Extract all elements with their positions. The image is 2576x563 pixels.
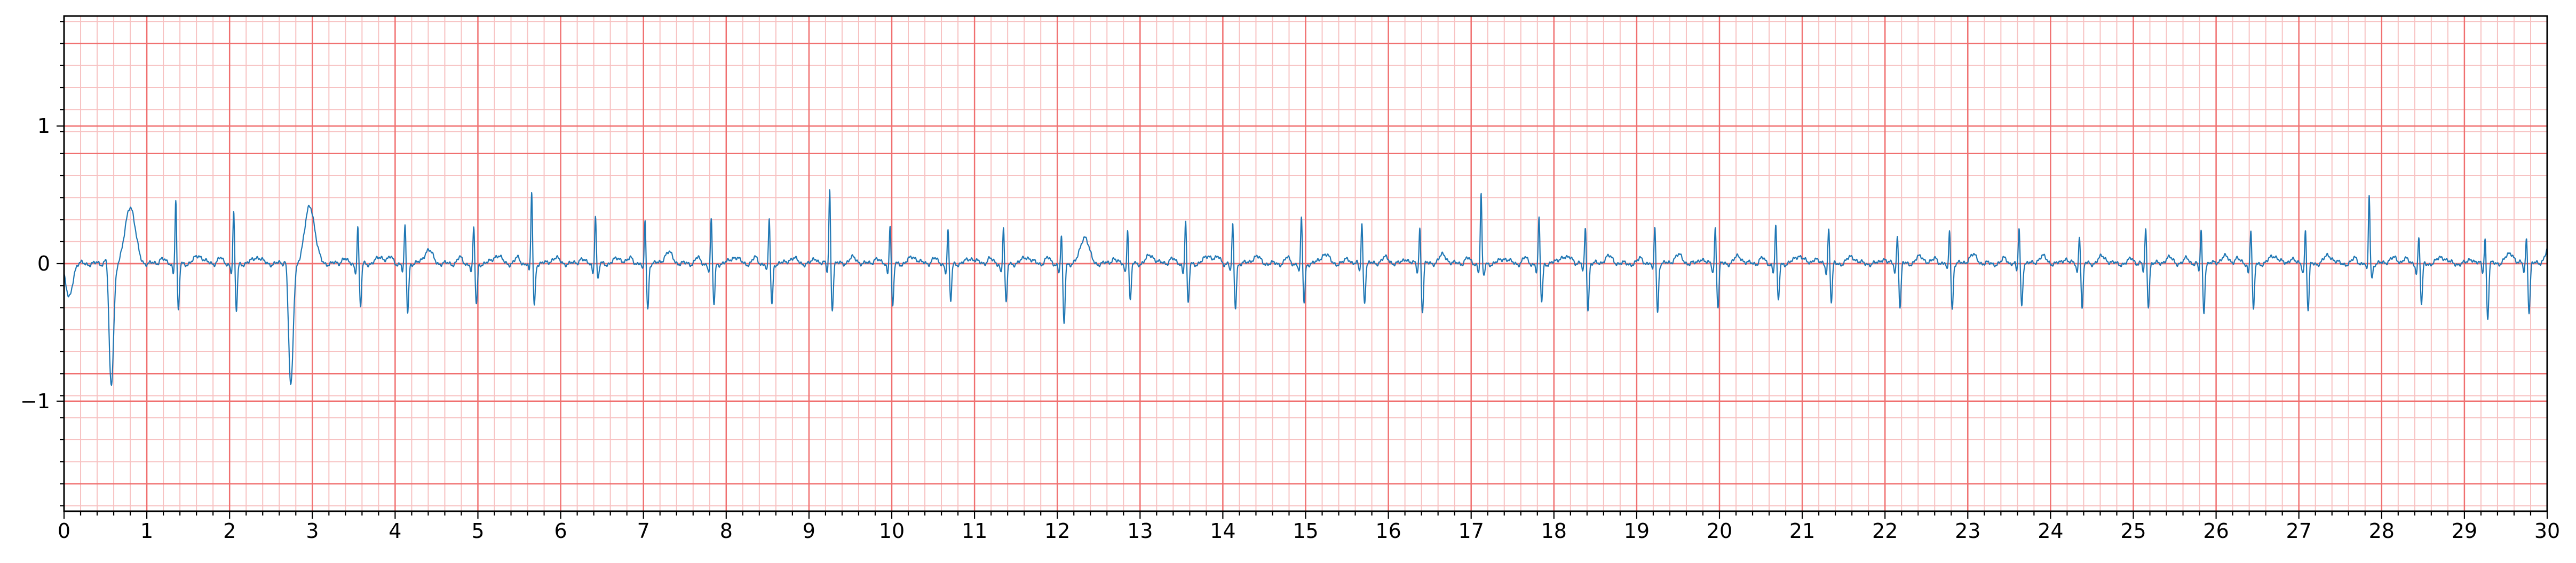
x-tick-label: 6	[554, 519, 567, 543]
x-tick-label: 24	[2038, 519, 2063, 543]
x-axis: 0 1 2 3 4 5 6 7 8 9 10 11 12 13 14 15 16 17 18 19 20 21 22 23 24…	[58, 511, 2560, 543]
y-tick-label: 1	[37, 114, 50, 138]
x-tick-label: 18	[1541, 519, 1567, 543]
x-tick-label: 11	[962, 519, 987, 543]
x-tick-label: 12	[1044, 519, 1070, 543]
x-tick-label: 8	[720, 519, 733, 543]
x-tick-label: 7	[637, 519, 650, 543]
x-tick-label: 30	[2534, 519, 2560, 543]
x-tick-label: 28	[2369, 519, 2395, 543]
x-tick-label: 13	[1127, 519, 1153, 543]
ecg-series	[63, 189, 2548, 386]
x-tick-label: 16	[1375, 519, 1401, 543]
x-tick-label: 4	[389, 519, 401, 543]
x-tick-label: 21	[1789, 519, 1815, 543]
x-tick-label: 25	[2120, 519, 2146, 543]
x-tick-label: 15	[1293, 519, 1318, 543]
x-tick-label: 0	[58, 519, 70, 543]
x-tick-label: 29	[2452, 519, 2477, 543]
x-tick-label: 5	[471, 519, 484, 543]
x-tick-label: 1	[140, 519, 153, 543]
x-tick-label: 9	[803, 519, 815, 543]
x-tick-label: 17	[1459, 519, 1484, 543]
x-tick-label: 26	[2203, 519, 2229, 543]
y-axis: 1 0 −1	[20, 21, 64, 506]
x-tick-label: 20	[1707, 519, 1732, 543]
x-tick-label: 22	[1872, 519, 1898, 543]
y-tick-label: 0	[37, 252, 50, 275]
x-tick-label: 19	[1624, 519, 1650, 543]
ecg-trace	[63, 189, 2548, 386]
x-tick-label: 27	[2286, 519, 2312, 543]
x-tick-label: 23	[1955, 519, 1980, 543]
x-tick-label: 3	[306, 519, 319, 543]
x-tick-label: 2	[223, 519, 236, 543]
x-tick-label: 10	[879, 519, 905, 543]
x-tick-label: 14	[1210, 519, 1235, 543]
y-tick-label: −1	[20, 390, 50, 413]
